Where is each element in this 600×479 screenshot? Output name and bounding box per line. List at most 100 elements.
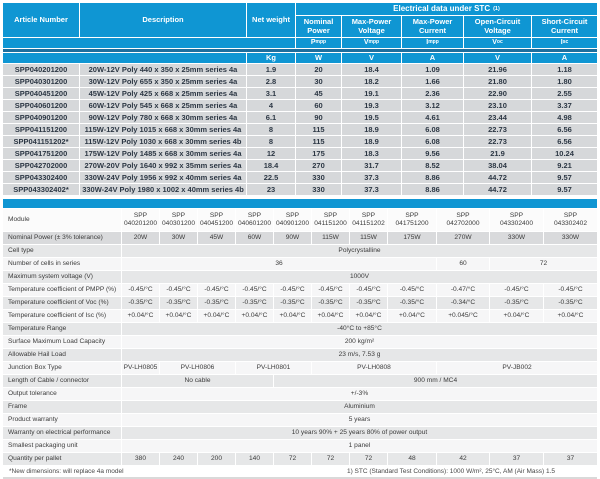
open-circuit-voltage-cell: 21.80 xyxy=(464,76,531,87)
amp-unit-impp: A xyxy=(402,53,463,63)
temp-voc-value: -0.35/°C xyxy=(236,297,273,309)
temp-coeff-isc-row: Temperature coefficient of Isc (%) +0.04… xyxy=(3,310,597,322)
net-weight-cell: 12 xyxy=(247,148,295,159)
article-table-header: Article Number Description Net weight El… xyxy=(3,3,597,63)
output-tolerance-row: Output tolerance +/-3% xyxy=(3,388,597,400)
max-system-voltage-row: Maximum system voltage (V) 1000V xyxy=(3,271,597,283)
cells-72-value: 72 xyxy=(490,258,597,270)
article-number-cell: SPP040901200 xyxy=(3,112,79,123)
module-id-cell: SPP 040601200 xyxy=(236,209,273,231)
temp-voc-value: -0.35/°C xyxy=(312,297,349,309)
open-circuit-voltage-cell: 44.72 xyxy=(464,184,531,195)
module-table-header-bar xyxy=(3,199,597,208)
pallet-quantity-value: 72 xyxy=(312,453,349,465)
temp-voc-value: -0.35/°C xyxy=(274,297,311,309)
row-label: Surface Maximum Load Capacity xyxy=(3,336,121,348)
temp-voc-value: -0.35/°C xyxy=(544,297,597,309)
nominal-power-value: 115W xyxy=(312,232,349,244)
max-power-current-cell: 3.12 xyxy=(402,100,463,111)
net-weight-cell: 6.1 xyxy=(247,112,295,123)
temp-coeff-voc-row: Temperature coefficient of Voc (%) -0.35… xyxy=(3,297,597,309)
row-label: Quantity per pallet xyxy=(3,453,121,465)
max-power-voltage-cell: 18.9 xyxy=(342,124,401,135)
cell-type-row: Cell type Polycrystalline xyxy=(3,245,597,257)
description-cell: 115W-12V Poly 1015 x 668 x 30mm series 4… xyxy=(80,124,246,135)
net-weight-cell: 8 xyxy=(247,124,295,135)
short-circuit-current-cell: 3.37 xyxy=(532,100,597,111)
nominal-power-value: 330W xyxy=(490,232,543,244)
volt-unit-vmpp: V xyxy=(342,53,401,63)
footnotes: *New dimensions: will replace 4a model 1… xyxy=(3,467,597,476)
frame-value: Aluminium xyxy=(122,401,597,413)
net-weight-cell: 2.8 xyxy=(247,76,295,87)
nominal-power-value: 30W xyxy=(160,232,197,244)
temp-isc-value: +0.04/°C xyxy=(198,310,235,322)
temp-isc-value: +0.04/°C xyxy=(350,310,387,322)
article-number-cell: SPP040601200 xyxy=(3,100,79,111)
max-power-current-cell: 8.86 xyxy=(402,184,463,195)
junction-box-value: PV-LH0808 xyxy=(312,362,436,374)
row-label: Temperature coefficient of Isc (%) xyxy=(3,310,121,322)
article-number-cell: SPP041151202* xyxy=(3,136,79,147)
open-circuit-voltage-cell: 44.72 xyxy=(464,172,531,183)
nominal-power-row: Nominal Power (± 3% tolerance) 20W 30W 45W… xyxy=(3,232,597,244)
short-circuit-current-cell: 9.57 xyxy=(532,184,597,195)
module-id-cell: SPP 041151202 xyxy=(350,209,387,231)
temp-voc-value: -0.35/°C xyxy=(122,297,159,309)
nominal-power-cell: 45 xyxy=(296,88,341,99)
nominal-power-value: 115W xyxy=(350,232,387,244)
cell-type-value: Polycrystalline xyxy=(122,245,597,257)
table-row: SPP040901200 90W-12V Poly 780 x 668 x 30… xyxy=(3,112,597,123)
module-id-cell: SPP 041751200 xyxy=(388,209,436,231)
max-power-current-cell: 8.52 xyxy=(402,160,463,171)
nominal-power-value: 90W xyxy=(274,232,311,244)
product-warranty-row: Product warranty 5 years xyxy=(3,414,597,426)
temp-pmpp-value: -0.45/°C xyxy=(544,284,597,296)
article-number-cell: SPP041751200 xyxy=(3,148,79,159)
nominal-power-value: 60W xyxy=(236,232,273,244)
open-circuit-voltage-header: Open-Circuit Voltage xyxy=(464,16,531,37)
temp-voc-value: -0.35/°C xyxy=(490,297,543,309)
description-header: Description xyxy=(80,3,246,37)
description-cell: 270W-20V Poly 1640 x 992 x 35mm series 4… xyxy=(80,160,246,171)
nominal-power-cell: 330 xyxy=(296,184,341,195)
bottom-strip xyxy=(3,477,597,479)
temp-voc-value: -0.35/°C xyxy=(350,297,387,309)
stc-title-text: Electrical data under STC xyxy=(393,3,491,13)
module-id-cell: SPP 040301200 xyxy=(160,209,197,231)
packaging-unit-row: Smallest packaging unit 1 panel xyxy=(3,440,597,452)
table-row: SPP043302402* 330W-24V Poly 1980 x 1002 … xyxy=(3,184,597,195)
module-id-cell: SPP 040901200 xyxy=(274,209,311,231)
short-circuit-current-cell: 6.56 xyxy=(532,136,597,147)
junction-box-value: PV-LH0805 xyxy=(122,362,159,374)
table-row: SPP040601200 60W-12V Poly 545 x 668 x 25… xyxy=(3,100,597,111)
electrical-warranty-value: 10 years 90% + 25 years 80% of power out… xyxy=(122,427,597,439)
max-power-voltage-cell: 19.1 xyxy=(342,88,401,99)
cable-mc4-value: 900 mm / MC4 xyxy=(274,375,597,387)
temp-isc-value: +0.04/°C xyxy=(122,310,159,322)
nominal-power-cell: 270 xyxy=(296,160,341,171)
nominal-power-value: 330W xyxy=(544,232,597,244)
hail-load-row: Allowable Hail Load 23 m/s, 7.53 g xyxy=(3,349,597,361)
row-label: Length of Cable / connector xyxy=(3,375,121,387)
table-row: SPP042702000 270W-20V Poly 1640 x 992 x … xyxy=(3,160,597,171)
module-id-cell: SPP 042702000 xyxy=(437,209,489,231)
nominal-power-value: 175W xyxy=(388,232,436,244)
description-cell: 60W-12V Poly 545 x 668 x 25mm series 4a xyxy=(80,100,246,111)
open-circuit-voltage-cell: 38.04 xyxy=(464,160,531,171)
net-weight-cell: 23 xyxy=(247,184,295,195)
max-power-current-cell: 4.61 xyxy=(402,112,463,123)
pallet-quantity-value: 72 xyxy=(350,453,387,465)
open-circuit-voltage-cell: 22.90 xyxy=(464,88,531,99)
cells-36-value: 36 xyxy=(122,258,436,270)
article-number-cell: SPP041151200 xyxy=(3,124,79,135)
max-power-current-cell: 6.08 xyxy=(402,136,463,147)
short-circuit-current-cell: 1.18 xyxy=(532,64,597,75)
article-number-header: Article Number xyxy=(3,3,79,37)
article-table: Article Number Description Net weight El… xyxy=(3,3,597,195)
amp-unit-isc: A xyxy=(532,53,597,63)
max-power-voltage-cell: 18.2 xyxy=(342,76,401,87)
max-power-voltage-cell: 18.4 xyxy=(342,64,401,75)
